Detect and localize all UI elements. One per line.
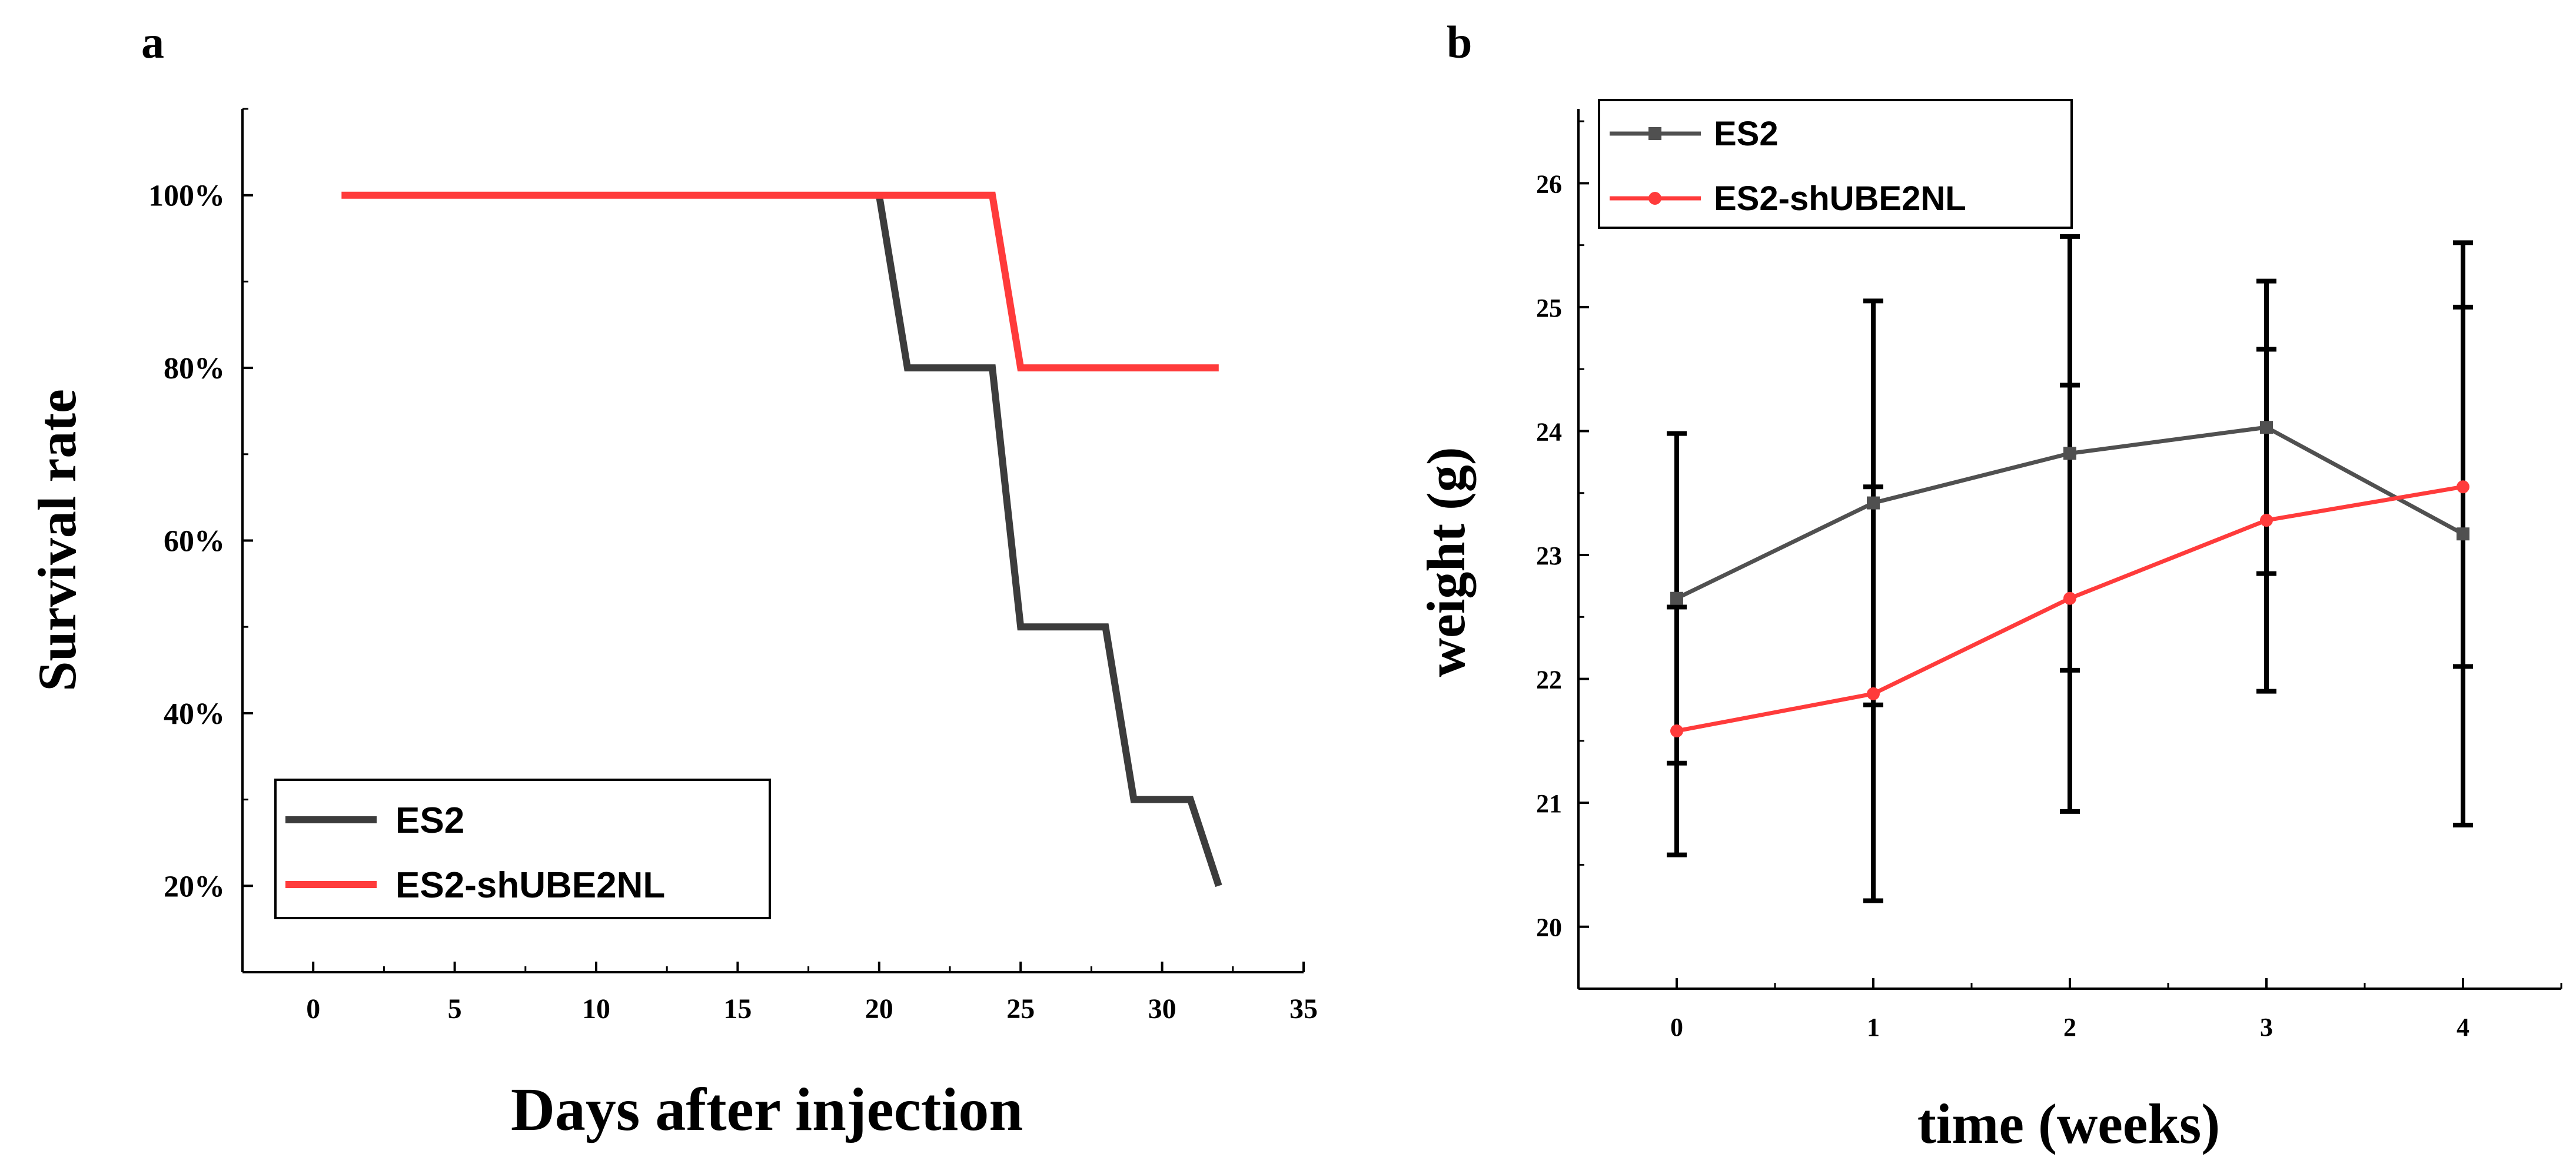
- x-tick-label: 0: [1670, 1013, 1683, 1042]
- legend: ES2 ES2-shUBE2NL: [274, 779, 771, 919]
- y-axis-title: Survival rate: [27, 389, 87, 691]
- legend-label: ES2: [1714, 115, 1779, 153]
- panel-letter-a: a: [141, 16, 164, 68]
- y-tick-label: 22: [1536, 666, 1562, 694]
- legend-box: [1598, 99, 2073, 229]
- y-tick-label: 80%: [164, 352, 225, 385]
- y-tick-label: 26: [1536, 169, 1562, 198]
- y-tick-label: 25: [1536, 294, 1562, 322]
- legend-box: [274, 779, 771, 919]
- legend-label: ES2-shUBE2NL: [1714, 179, 1966, 218]
- x-tick-label: 20: [865, 993, 893, 1025]
- legend-marker: [1648, 192, 1661, 205]
- y-axis-title: weight (g): [1416, 447, 1476, 677]
- legend-label: ES2: [395, 800, 464, 841]
- data-point-ES2-shUBE2NL: [2063, 591, 2076, 605]
- y-tick-label: 100%: [148, 179, 225, 213]
- x-tick-label: 15: [723, 993, 752, 1025]
- x-tick-label: 35: [1289, 993, 1318, 1025]
- x-tick-label: 5: [448, 993, 462, 1025]
- x-tick-label: 3: [2260, 1013, 2273, 1042]
- series-line-ES2-shUBE2NL: [341, 191, 1219, 372]
- data-point-ES2-shUBE2NL: [2260, 514, 2273, 527]
- x-tick-label: 0: [306, 993, 320, 1025]
- y-tick-label: 60%: [164, 525, 225, 558]
- y-tick-label: 23: [1536, 541, 1562, 570]
- data-point-ES2-shUBE2NL: [2457, 480, 2469, 494]
- x-axis-title: Days after injection: [511, 1076, 1023, 1143]
- y-tick-label: 20%: [164, 870, 225, 903]
- panel-letter-b: b: [1447, 16, 1472, 68]
- x-tick-label: 30: [1148, 993, 1176, 1025]
- data-point-ES2: [1670, 591, 1683, 605]
- data-point-ES2: [1867, 496, 1880, 510]
- y-tick-label: 21: [1536, 789, 1562, 818]
- legend: ES2 ES2-shUBE2NL: [1598, 99, 2073, 229]
- x-tick-label: 4: [2457, 1013, 2469, 1042]
- data-point-ES2: [2063, 447, 2076, 460]
- legend-label: ES2-shUBE2NL: [395, 865, 665, 906]
- data-point-ES2-shUBE2NL: [1670, 724, 1683, 738]
- data-point-ES2: [2457, 527, 2469, 541]
- x-tick-label: 10: [582, 993, 610, 1025]
- data-point-ES2: [2260, 421, 2273, 434]
- x-axis-title: time (weeks): [1917, 1092, 2220, 1155]
- x-tick-label: 1: [1867, 1013, 1880, 1042]
- legend-marker: [1648, 127, 1661, 140]
- y-tick-label: 24: [1536, 417, 1562, 446]
- y-tick-label: 20: [1536, 913, 1562, 942]
- x-tick-label: 2: [2063, 1013, 2076, 1042]
- series-line-ES2: [875, 194, 1222, 887]
- panel-a-chart: a 20% 40% 60% 80% 100% 0 5 10 15 20 25 30 35 Days afte…: [27, 16, 1318, 1143]
- y-tick-label: 40%: [164, 697, 225, 731]
- data-point-ES2-shUBE2NL: [1867, 687, 1880, 700]
- x-tick-label: 25: [1006, 993, 1035, 1025]
